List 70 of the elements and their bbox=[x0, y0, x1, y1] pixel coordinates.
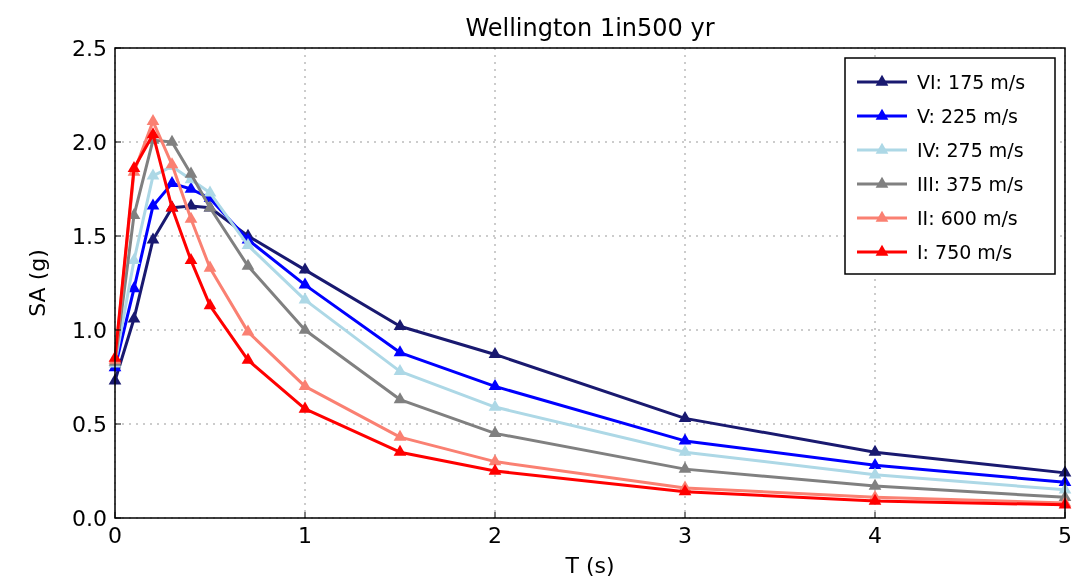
y-tick-label: 2.0 bbox=[72, 129, 107, 155]
point bbox=[393, 318, 407, 330]
point bbox=[184, 181, 198, 193]
legend-label: IV: 275 m/s bbox=[917, 138, 1024, 161]
x-tick-label: 5 bbox=[1058, 523, 1072, 548]
point bbox=[165, 134, 179, 146]
point bbox=[393, 364, 407, 376]
point bbox=[184, 211, 198, 223]
point bbox=[488, 347, 502, 359]
point bbox=[298, 262, 312, 274]
point bbox=[184, 166, 198, 178]
point bbox=[488, 426, 502, 438]
point bbox=[678, 411, 692, 423]
point bbox=[146, 127, 160, 139]
point bbox=[868, 478, 882, 490]
y-tick-label: 2.5 bbox=[72, 35, 107, 61]
x-tick-label: 3 bbox=[678, 523, 692, 548]
point bbox=[146, 113, 160, 125]
legend-label: VI: 175 m/s bbox=[917, 70, 1026, 93]
point bbox=[203, 260, 217, 272]
point bbox=[678, 444, 692, 456]
point bbox=[393, 444, 407, 456]
point bbox=[241, 258, 255, 270]
point bbox=[203, 185, 217, 197]
point bbox=[678, 484, 692, 496]
point bbox=[868, 458, 882, 470]
point bbox=[127, 160, 141, 172]
point bbox=[393, 392, 407, 404]
point bbox=[868, 493, 882, 505]
legend-label: V: 225 m/s bbox=[917, 104, 1019, 127]
x-tick-label: 0 bbox=[108, 523, 122, 548]
y-tick-label: 1.0 bbox=[72, 317, 107, 343]
legend-label: II: 600 m/s bbox=[917, 206, 1018, 229]
point bbox=[298, 277, 312, 289]
legend-label: III: 375 m/s bbox=[917, 172, 1024, 195]
x-tick-label: 4 bbox=[868, 523, 882, 548]
point bbox=[241, 324, 255, 336]
chart-title: Wellington 1in500 yr bbox=[465, 14, 715, 42]
point bbox=[868, 444, 882, 456]
y-axis-title: SA (g) bbox=[25, 249, 50, 317]
point bbox=[488, 379, 502, 391]
point bbox=[165, 176, 179, 188]
point bbox=[488, 399, 502, 411]
y-tick-label: 1.5 bbox=[72, 223, 107, 249]
point bbox=[127, 311, 141, 323]
point bbox=[146, 198, 160, 210]
point bbox=[146, 232, 160, 244]
point bbox=[298, 292, 312, 304]
point bbox=[488, 463, 502, 475]
point bbox=[298, 401, 312, 413]
point bbox=[868, 467, 882, 479]
point bbox=[241, 238, 255, 250]
x-tick-label: 1 bbox=[298, 523, 312, 548]
x-axis-title: T (s) bbox=[564, 553, 615, 578]
point bbox=[678, 461, 692, 473]
point bbox=[298, 379, 312, 391]
point bbox=[393, 429, 407, 441]
point bbox=[203, 298, 217, 310]
point bbox=[678, 433, 692, 445]
x-tick-label: 2 bbox=[488, 523, 502, 548]
y-tick-label: 0.5 bbox=[72, 411, 107, 437]
point bbox=[241, 352, 255, 364]
y-tick-label: 0.0 bbox=[72, 505, 107, 531]
point bbox=[298, 322, 312, 334]
point bbox=[146, 168, 160, 180]
point bbox=[488, 454, 502, 466]
point bbox=[393, 345, 407, 357]
point bbox=[184, 253, 198, 265]
legend-label: I: 750 m/s bbox=[917, 240, 1013, 263]
point bbox=[127, 253, 141, 265]
